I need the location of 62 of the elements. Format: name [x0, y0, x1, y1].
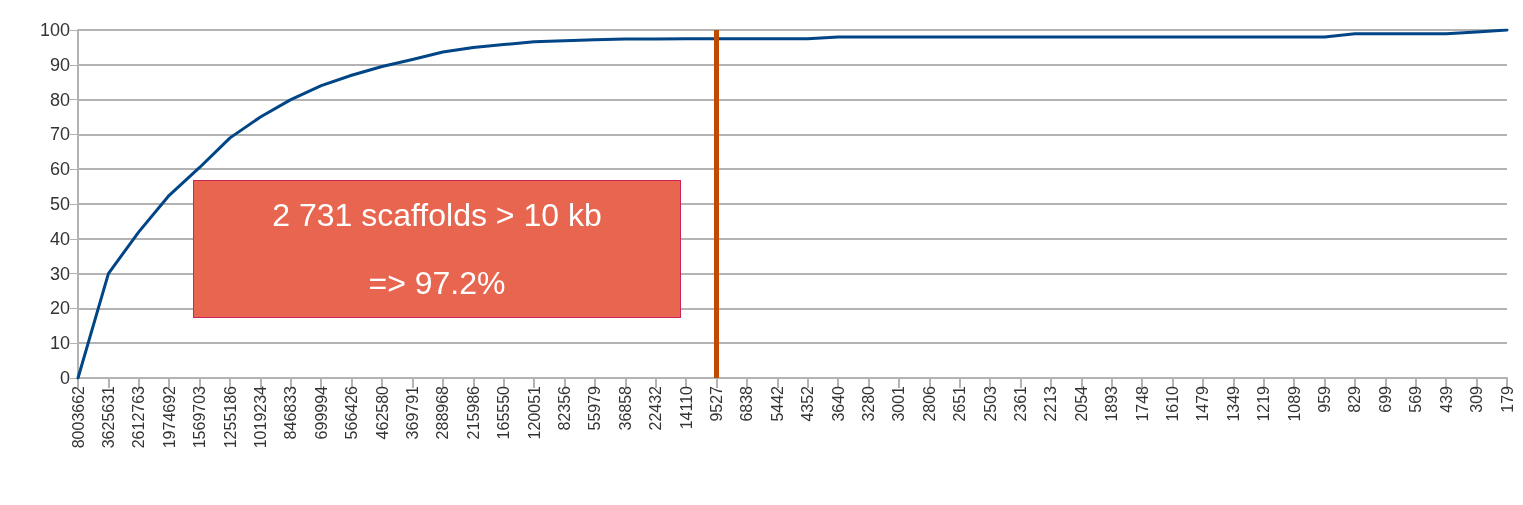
x-tick-label: 829 [1346, 385, 1364, 413]
x-tick-label: 1219 [1255, 385, 1273, 422]
x-tick-label: 1893 [1103, 385, 1121, 422]
x-tick-label: 8003662 [69, 385, 87, 449]
x-tick-label: 2054 [1072, 385, 1090, 422]
x-tick-label: 1610 [1164, 385, 1182, 422]
x-tick-label: 699 [1376, 385, 1394, 413]
annotation: => 97.2% [368, 264, 506, 302]
x-tick-label: 569 [1407, 385, 1425, 413]
callout-box: 2 731 scaffolds > 10 kb => 97.2% [193, 180, 681, 318]
x-tick-label: 14110 [677, 385, 695, 430]
y-tick-label: 70 [49, 124, 70, 145]
x-tick-label: 82356 [555, 385, 573, 431]
x-tick-label: 36858 [616, 385, 634, 431]
x-tick-label: 2806 [920, 385, 938, 422]
x-tick-label: 179 [1498, 385, 1516, 413]
y-tick-label: 60 [49, 159, 70, 180]
y-tick-label: 30 [49, 263, 70, 284]
x-tick-label: 1748 [1133, 385, 1151, 422]
y-tick-label: 10 [49, 333, 70, 354]
annotation: 2 731 scaffolds > 10 kb [272, 196, 602, 234]
x-tick-label: 699994 [312, 385, 330, 440]
x-tick-label: 959 [1316, 385, 1334, 413]
x-tick-label: 215986 [464, 385, 482, 440]
x-tick-label: 566426 [343, 385, 361, 440]
x-tick-label: 2612763 [130, 385, 148, 449]
x-tick-label: 2651 [951, 385, 969, 422]
x-tick-label: 846833 [282, 385, 300, 440]
y-tick-label: 90 [49, 54, 70, 75]
x-tick-label: 1974692 [160, 385, 178, 449]
x-tick-label: 369791 [403, 385, 421, 440]
x-tick-label: 6838 [738, 385, 756, 422]
x-tick-label: 3640 [829, 385, 847, 422]
x-tick-label: 55979 [586, 385, 604, 431]
y-tick-label: 20 [49, 298, 70, 319]
x-tick-label: 1019234 [251, 385, 269, 449]
x-tick-label: 1569703 [191, 385, 209, 449]
x-tick-label: 120051 [525, 385, 543, 440]
x-tick-label: 22432 [647, 385, 665, 431]
x-tick-label: 4352 [799, 385, 817, 422]
x-tick-label: 5442 [768, 385, 786, 422]
y-tick-label: 0 [59, 368, 70, 388]
x-tick-label: 1255186 [221, 385, 239, 449]
x-tick-label: 1349 [1224, 385, 1242, 422]
x-tick-label: 9527 [707, 385, 725, 422]
y-tick-label: 50 [49, 194, 70, 214]
y-tick-label: 100 [39, 20, 70, 40]
x-tick-label: 3625631 [99, 385, 117, 449]
x-tick-label: 2213 [1042, 385, 1060, 422]
x-tick-label: 309 [1468, 385, 1486, 413]
x-tick-label: 1479 [1194, 385, 1212, 422]
x-tick-label: 288968 [434, 385, 452, 440]
y-tick-label: 40 [49, 228, 70, 249]
x-tick-label: 462580 [373, 385, 391, 440]
x-tick-label: 3001 [890, 385, 908, 422]
x-tick-label: 3280 [860, 385, 878, 422]
x-tick-label: 2361 [1012, 385, 1030, 422]
x-tick-label: 165550 [495, 385, 513, 440]
x-tick-label: 2503 [981, 385, 999, 422]
x-tick-label: 439 [1437, 385, 1455, 413]
x-tick-label: 1089 [1285, 385, 1303, 422]
y-tick-label: 80 [49, 89, 70, 110]
